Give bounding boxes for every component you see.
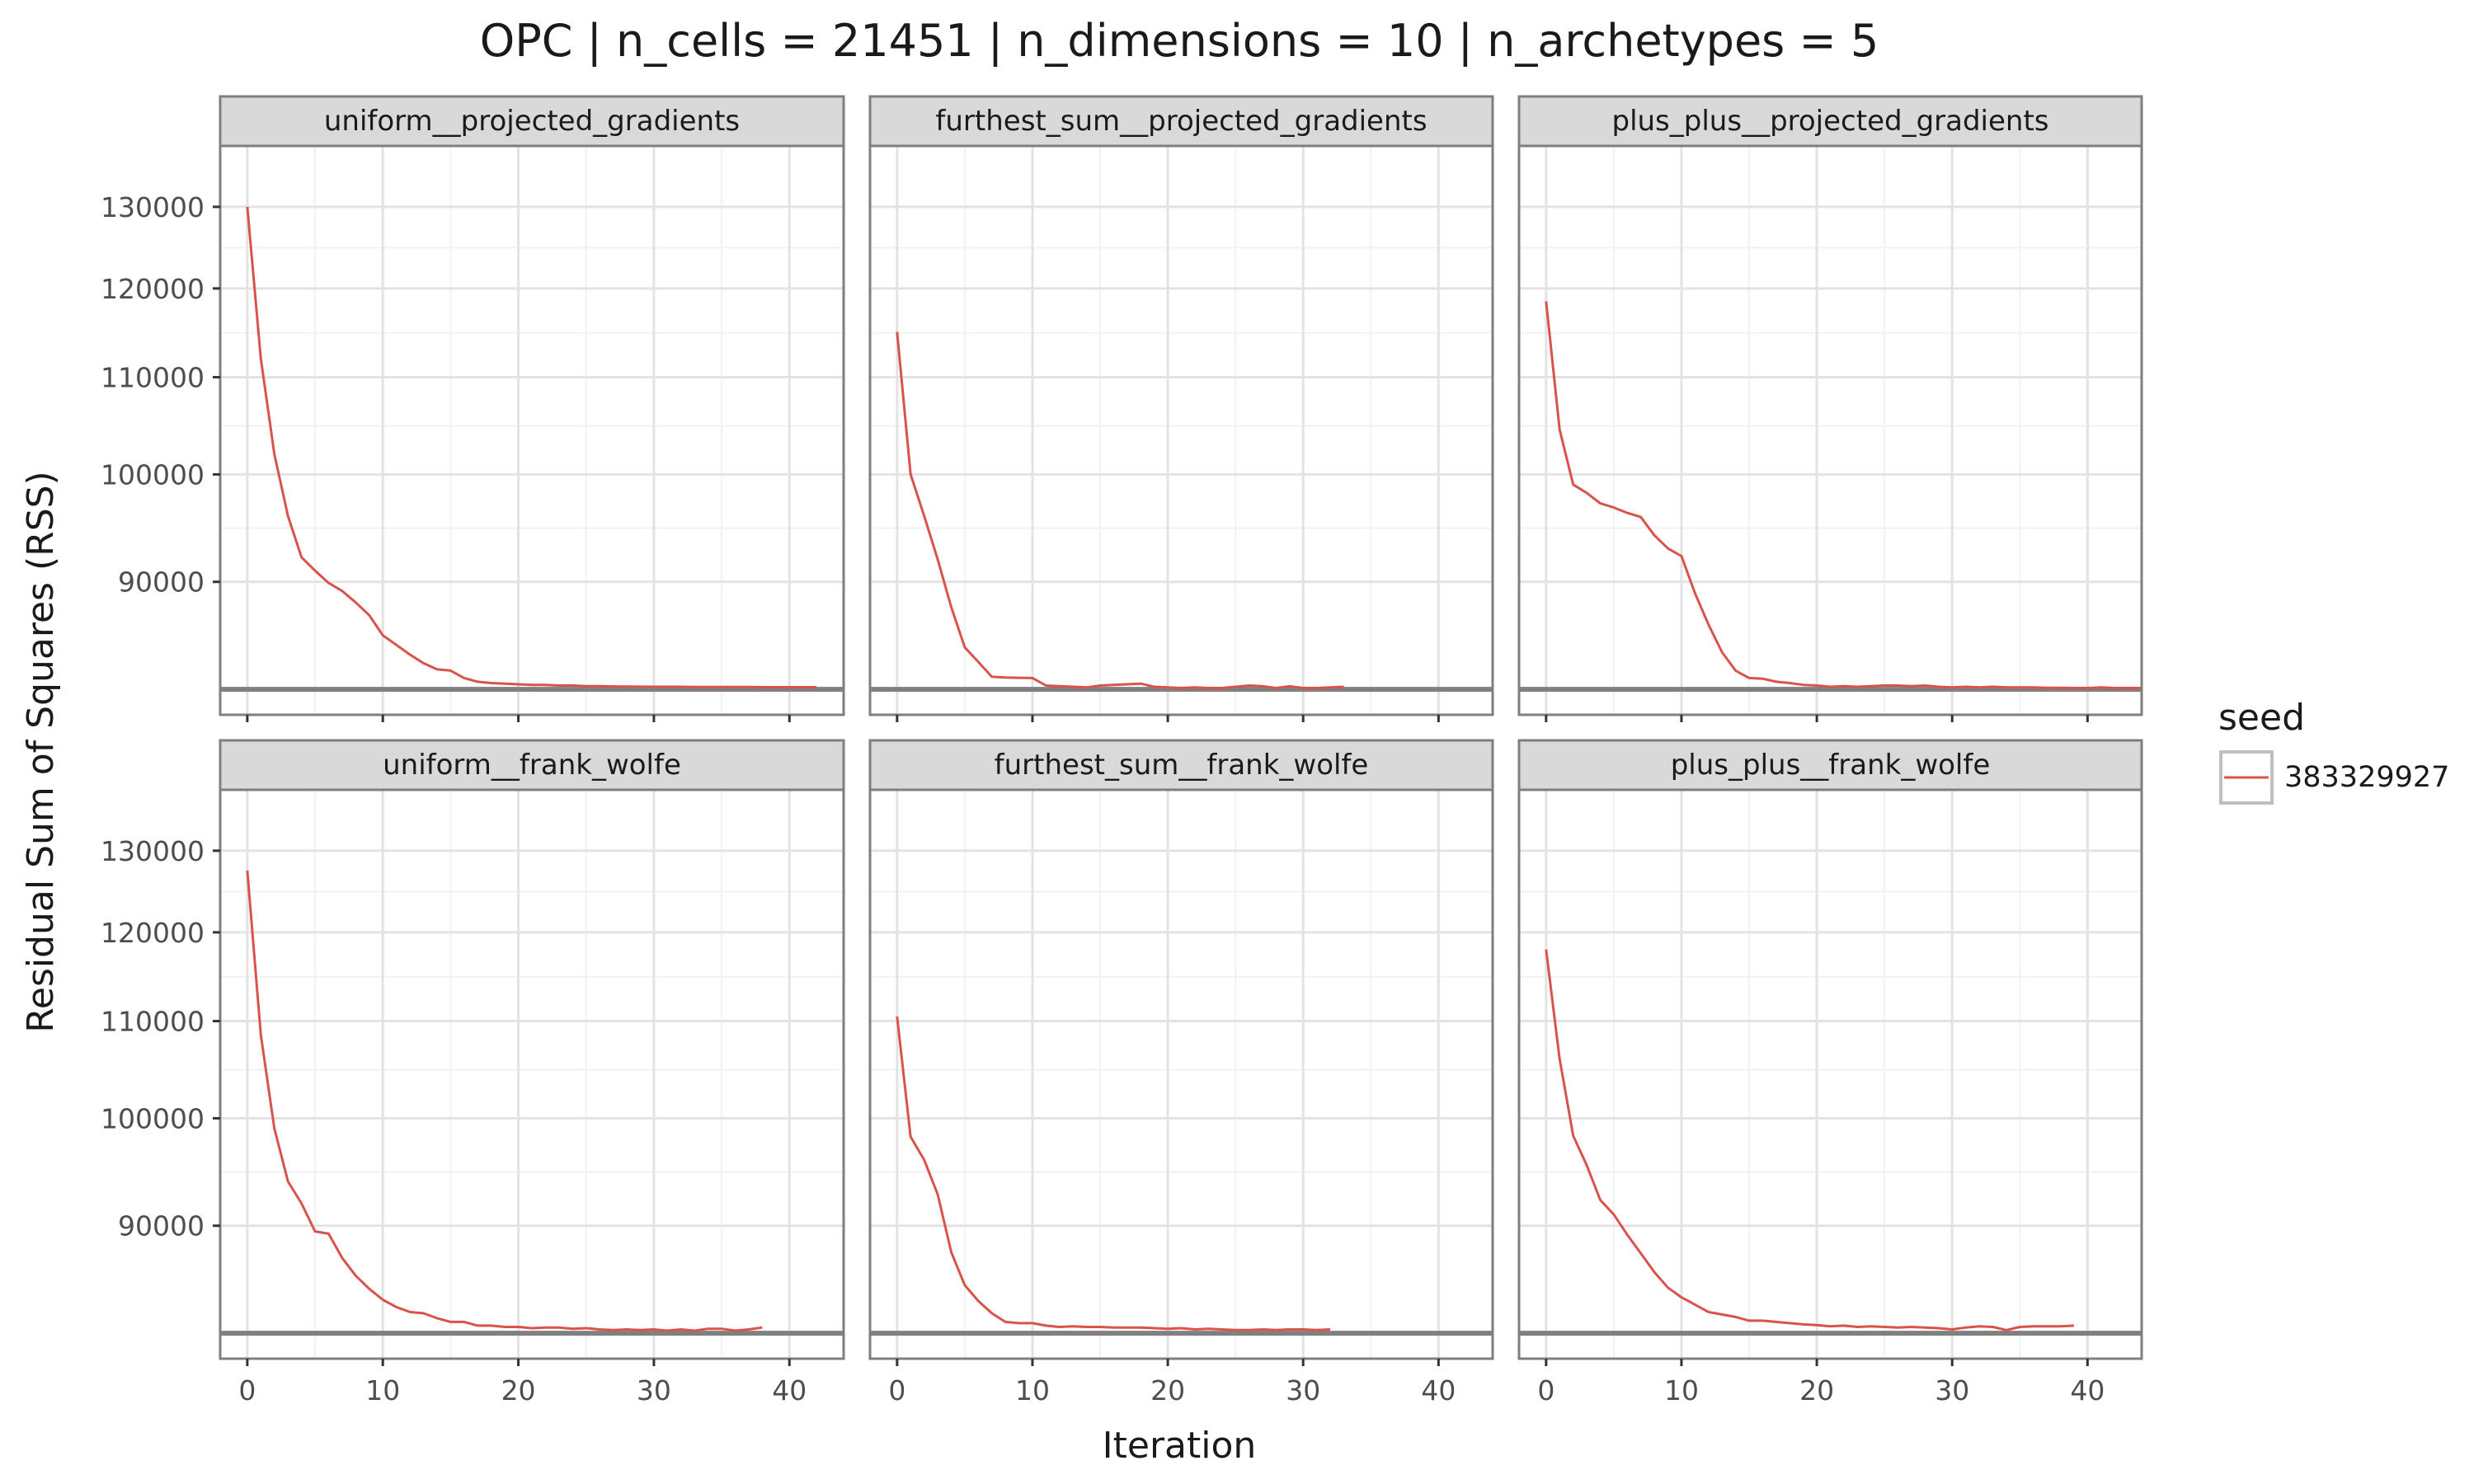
facet-panel: furthest_sum__projected_gradients <box>868 95 1494 722</box>
y-tick-label: 130000 <box>101 191 205 223</box>
facet-strip <box>868 95 1494 148</box>
chart-title: OPC | n_cells = 21451 | n_dimensions = 1… <box>480 15 1879 67</box>
y-tick-label: 120000 <box>101 273 205 305</box>
panel-background <box>1519 790 2142 1359</box>
facet-panel: uniform__frank_wolfe 90000 100000 110000 120… <box>101 739 845 1407</box>
x-tick-label: 30 <box>1935 1374 1969 1407</box>
y-tick-label: 130000 <box>101 835 205 867</box>
panel-background <box>870 146 1493 715</box>
panel-background <box>1519 146 2142 715</box>
x-tick-label: 40 <box>772 1374 807 1407</box>
facet-panel: plus_plus__projected_gradients <box>1517 95 2143 722</box>
x-tick-label: 20 <box>1799 1374 1834 1407</box>
legend: seed 383329927 <box>2218 697 2449 805</box>
x-tick-label: 10 <box>365 1374 400 1407</box>
facet-strip-label: uniform__frank_wolfe <box>383 749 681 782</box>
x-tick-label: 20 <box>1150 1374 1185 1407</box>
facet-strip-label: plus_plus__frank_wolfe <box>1671 749 1991 782</box>
x-tick-label: 10 <box>1664 1374 1699 1407</box>
y-axis-title: Residual Sum of Squares (RSS) <box>20 471 62 1032</box>
y-tick-label: 90000 <box>118 566 205 599</box>
facet-strip-label: furthest_sum__frank_wolfe <box>995 749 1369 782</box>
x-tick-label: 0 <box>1537 1374 1554 1407</box>
y-tick-label: 120000 <box>101 917 205 949</box>
x-tick-label: 30 <box>1286 1374 1320 1407</box>
x-tick-label: 0 <box>888 1374 905 1407</box>
x-tick-label: 40 <box>2070 1374 2105 1407</box>
facet-strip <box>868 739 1494 791</box>
series-line <box>246 206 817 688</box>
series-line <box>1545 301 2142 689</box>
x-tick-label: 30 <box>637 1374 671 1407</box>
facet-strip <box>1517 739 2143 791</box>
y-tick-label: 90000 <box>118 1210 205 1242</box>
y-tick-label: 110000 <box>101 362 205 394</box>
facet-panel: furthest_sum__frank_wolfe 0 10 20 30 40 <box>868 739 1494 1407</box>
facet-panel: plus_plus__frank_wolfe 0 10 20 30 40 <box>1517 739 2143 1407</box>
facet-strip-label: furthest_sum__projected_gradients <box>935 105 1427 138</box>
y-tick-label: 100000 <box>101 1102 205 1134</box>
x-tick-label: 0 <box>238 1374 256 1407</box>
panel-background <box>220 146 844 715</box>
legend-title: seed <box>2218 697 2305 739</box>
facet-strip-label: plus_plus__projected_gradients <box>1611 105 2048 138</box>
panel-background <box>220 790 844 1359</box>
facet-strip-label: uniform__projected_gradients <box>324 105 740 138</box>
y-tick-label: 100000 <box>101 458 205 491</box>
x-tick-label: 40 <box>1421 1374 1456 1407</box>
facet-strip <box>219 739 845 791</box>
legend-label: 383329927 <box>2284 761 2449 794</box>
x-tick-label: 10 <box>1015 1374 1050 1407</box>
facet-strip <box>219 95 845 148</box>
series-line <box>896 1016 1331 1331</box>
series-line <box>246 870 763 1332</box>
panel-background <box>870 790 1493 1359</box>
facet-strip <box>1517 95 2143 148</box>
y-tick-label: 110000 <box>101 1006 205 1038</box>
facet-panel: uniform__projected_gradients 90000 100000 1… <box>101 95 845 722</box>
x-tick-label: 20 <box>501 1374 536 1407</box>
series-line <box>896 331 1344 689</box>
x-axis-title: Iteration <box>1103 1425 1257 1467</box>
series-line <box>1545 949 2074 1331</box>
facet-panels: uniform__projected_gradients 90000 100000 1… <box>101 95 2143 1407</box>
